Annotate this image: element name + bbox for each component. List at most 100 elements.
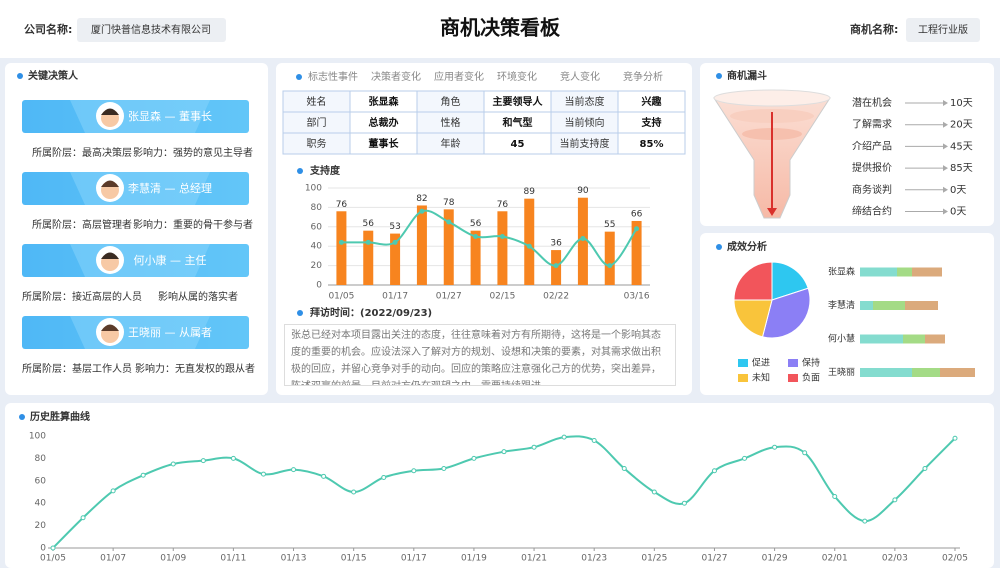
table-text: 45: [511, 139, 525, 150]
arrow-head: [943, 208, 948, 215]
table-text: 兴趣: [642, 95, 663, 108]
company: 厦门快普信息技术有限公司: [91, 23, 211, 36]
x-tick-label: 01/23: [581, 554, 607, 564]
bar: [363, 230, 374, 285]
opportunity: 工程行业版: [918, 23, 968, 36]
line-point: [471, 455, 477, 461]
chart-title: 支持度: [309, 164, 341, 177]
table-text: 当前倾向: [565, 116, 605, 129]
stage-duration: 0天: [950, 207, 966, 218]
x-tick-label: 01/09: [160, 554, 186, 564]
tab[interactable]: 环境变化: [497, 70, 537, 83]
x-tick-label: 02/15: [489, 292, 515, 302]
dot: [716, 244, 722, 250]
line-point: [473, 234, 479, 239]
x-tick-label: 01/25: [641, 554, 667, 564]
legend-swatch: [738, 374, 748, 382]
panel: [5, 403, 994, 568]
x-tick-label: 01/17: [382, 292, 408, 302]
stage-name: 商务谈判: [852, 183, 892, 196]
bar-segment: [860, 368, 912, 377]
y-tick-label: 80: [35, 454, 47, 464]
line-point: [499, 234, 505, 239]
visit-text: 张总已经对本项目露出关注的态度，往往意味着对方有所期待，这将是一个影响其态度的重…: [284, 324, 676, 386]
dot: [17, 73, 23, 79]
bar-label: 53: [389, 222, 400, 232]
panel-title: 关键决策人: [28, 69, 79, 82]
line-point: [832, 493, 838, 499]
x-tick-label: 01/17: [401, 554, 427, 564]
tab[interactable]: 应用者变化: [434, 70, 484, 83]
bar-label: 66: [631, 209, 643, 219]
x-tick-label: 03/16: [624, 292, 650, 302]
bar: [524, 198, 535, 285]
x-tick-label: 01/13: [281, 554, 307, 564]
x-tick-label: 02/05: [942, 554, 968, 564]
bar-segment: [912, 267, 942, 277]
tab[interactable]: 竞争分析: [623, 70, 663, 83]
line-point: [321, 473, 327, 479]
bar-label: 90: [577, 186, 589, 196]
legend-label: 促进: [752, 357, 770, 369]
bar-label: 89: [524, 187, 536, 197]
line-point: [621, 465, 627, 471]
y-tick-label: 0: [40, 544, 46, 554]
table-text: 当前态度: [565, 95, 605, 108]
y-tick-label: 100: [305, 184, 322, 194]
tab[interactable]: 决策者变化: [371, 70, 421, 83]
arrow-head: [943, 121, 948, 128]
legend-swatch: [788, 359, 798, 367]
x-tick-label: 01/07: [100, 554, 126, 564]
dot: [716, 73, 722, 79]
chart-title: 历史胜算曲线: [30, 410, 90, 423]
line-point: [711, 468, 717, 474]
opportunity-label: 商机名称:: [850, 22, 898, 36]
stage-duration: 45天: [950, 141, 973, 152]
table-text: 角色: [441, 95, 461, 108]
legend-swatch: [788, 374, 798, 382]
line: [341, 209, 638, 267]
line-point: [260, 471, 266, 477]
line-point: [561, 434, 567, 440]
stage-name: 介绍产品: [852, 139, 892, 152]
table-text: 部门: [307, 116, 327, 129]
x-tick-label: 01/15: [341, 554, 367, 564]
table-cell: [617, 132, 686, 155]
bar: [443, 209, 454, 285]
person-influence: 影响力：强势的意见主导者: [133, 146, 253, 159]
y-tick-label: 20: [35, 521, 47, 531]
line-point: [411, 468, 417, 474]
pie-slice: [761, 287, 811, 339]
line-point: [170, 461, 176, 467]
line-point: [392, 239, 398, 245]
line-point: [365, 239, 371, 245]
bar-label: 78: [443, 198, 455, 208]
y-tick-label: 40: [311, 242, 323, 252]
pie-slice: [733, 299, 773, 338]
table-text: 当前支持度: [560, 137, 610, 150]
table-text: 支持: [641, 116, 662, 129]
line-point: [742, 455, 748, 461]
line-point: [200, 458, 206, 464]
tab[interactable]: 标志性事件: [308, 70, 358, 83]
person-influence: 影响力：无直发权的跟从者: [135, 362, 255, 375]
line-point: [772, 444, 778, 450]
line-point: [446, 219, 452, 225]
dot: [297, 310, 303, 316]
bar-segment: [940, 368, 975, 377]
line-point: [140, 472, 146, 478]
stage-duration: 20天: [950, 120, 973, 131]
chart-title: 成效分析: [727, 240, 767, 253]
person-level: 所属阶层：最高决策层: [32, 146, 132, 159]
arrow-head: [943, 186, 948, 193]
stage-name: 了解需求: [852, 118, 892, 131]
bar: [631, 220, 642, 285]
bar-label: 82: [416, 194, 427, 204]
x-tick-label: 01/05: [328, 292, 354, 302]
bar-segment: [925, 334, 945, 344]
tab[interactable]: 竞人变化: [560, 70, 600, 83]
bar-label: 56: [363, 219, 375, 229]
company-box: [77, 18, 226, 42]
line-point: [892, 497, 898, 503]
